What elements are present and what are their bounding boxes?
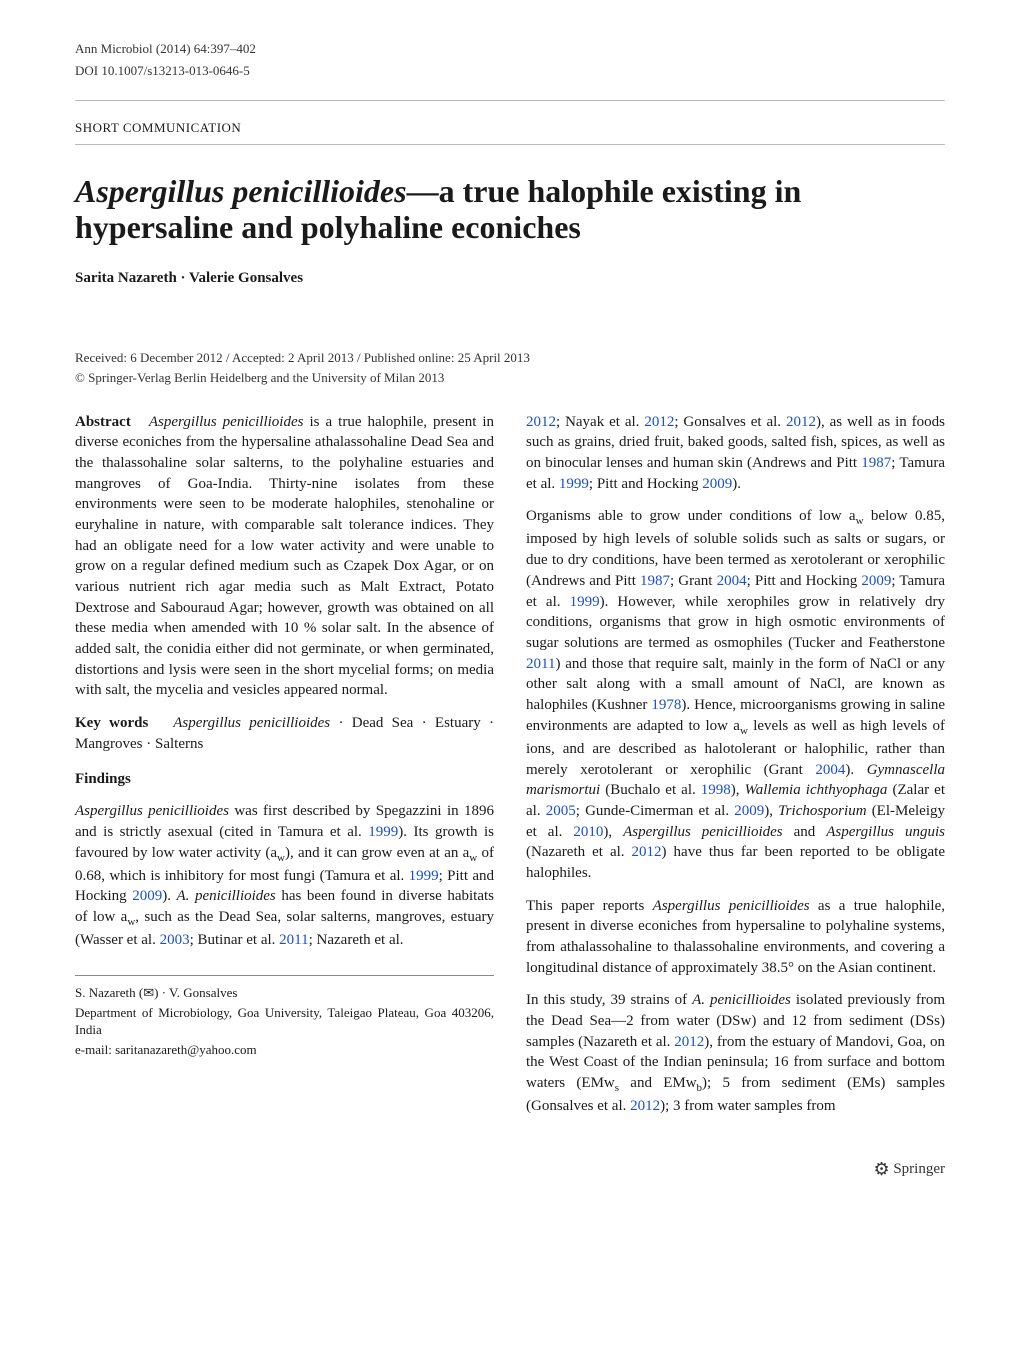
divider-top: [75, 100, 945, 101]
subscript: w: [740, 725, 748, 737]
affil-dept: Department of Microbiology, Goa Universi…: [75, 1004, 494, 1039]
citation-year: 1999: [570, 594, 600, 610]
page-header: Ann Microbiol (2014) 64:397–402 DOI 10.1…: [75, 40, 945, 145]
citation-year: 1987: [861, 455, 891, 471]
divider-bottom: [75, 144, 945, 145]
species-name: A. penicillioides: [177, 888, 276, 904]
springer-icon: ⚙: [873, 1159, 889, 1179]
keywords-label: Key words: [75, 715, 148, 731]
publisher-logo: ⚙ Springer: [75, 1157, 945, 1182]
doi: DOI 10.1007/s13213-013-0646-5: [75, 62, 945, 80]
species-name: A. penicillioides: [692, 992, 791, 1008]
article-type: SHORT COMMUNICATION: [75, 119, 945, 137]
right-p1: 2012; Nayak et al. 2012; Gonsalves et al…: [526, 412, 945, 495]
citation-year: 2009: [734, 803, 764, 819]
publication-dates: Received: 6 December 2012 / Accepted: 2 …: [75, 349, 945, 367]
title-species: Aspergillus penicillioides: [75, 173, 407, 209]
authors: Sarita Nazareth · Valerie Gonsalves: [75, 268, 945, 289]
affiliation-block: S. Nazareth (✉) · V. Gonsalves Departmen…: [75, 975, 494, 1058]
findings-heading: Findings: [75, 769, 494, 790]
species-name: Trichosporium: [778, 803, 866, 819]
citation-year: 2004: [815, 762, 845, 778]
right-p3: This paper reports Aspergillus penicilli…: [526, 896, 945, 979]
left-column: Abstract Aspergillus penicillioides is a…: [75, 412, 494, 1129]
envelope-icon: ✉: [143, 985, 154, 1000]
citation-year: 2009: [861, 573, 891, 589]
abstract-text: is a true halophile, present in diverse …: [75, 414, 494, 699]
citation-year: 1999: [559, 476, 589, 492]
keywords-species: Aspergillus penicillioides: [173, 715, 330, 731]
citation-year: 1987: [640, 573, 670, 589]
subscript: w: [277, 852, 285, 864]
abstract-label: Abstract: [75, 414, 131, 430]
affil-authors: S. Nazareth (✉) · V. Gonsalves: [75, 984, 494, 1002]
species-name: Aspergillus penicillioides: [623, 824, 783, 840]
body-columns: Abstract Aspergillus penicillioides is a…: [75, 412, 945, 1129]
citation-year: 1998: [701, 782, 731, 798]
citation-year: 2012: [786, 414, 816, 430]
citation-year: 2004: [717, 573, 747, 589]
affil-email: e-mail: saritanazareth@yahoo.com: [75, 1041, 494, 1059]
citation-year: 1999: [409, 868, 439, 884]
citation-year: 2011: [526, 656, 555, 672]
citation-year: 1978: [651, 697, 681, 713]
citation-year: 2009: [702, 476, 732, 492]
findings-p1: Aspergillus penicillioides was first des…: [75, 801, 494, 951]
citation-year: 2011: [279, 932, 308, 948]
citation-year: 2012: [674, 1034, 704, 1050]
citation-year: 2005: [546, 803, 576, 819]
abstract: Abstract Aspergillus penicillioides is a…: [75, 412, 494, 702]
citation-year: 2012: [630, 1098, 660, 1114]
right-column: 2012; Nayak et al. 2012; Gonsalves et al…: [526, 412, 945, 1129]
species-name: Aspergillus unguis: [826, 824, 945, 840]
citation-year: 2009: [132, 888, 162, 904]
citation-year: 1999: [368, 824, 398, 840]
abstract-species: Aspergillus penicillioides: [149, 414, 304, 430]
citation-year: 2012: [632, 844, 662, 860]
citation-year: 2012: [644, 414, 674, 430]
copyright: © Springer-Verlag Berlin Heidelberg and …: [75, 369, 945, 387]
article-title: Aspergillus penicillioides—a true haloph…: [75, 173, 945, 247]
journal-reference: Ann Microbiol (2014) 64:397–402: [75, 40, 945, 58]
species-name: Aspergillus penicillioides: [75, 803, 229, 819]
right-p4: In this study, 39 strains of A. penicill…: [526, 990, 945, 1117]
citation-year: 2010: [573, 824, 603, 840]
publisher-name: Springer: [893, 1161, 945, 1177]
species-name: Wallemia ichthyophaga: [745, 782, 888, 798]
right-p2: Organisms able to grow under conditions …: [526, 506, 945, 883]
citation-year: 2012: [526, 414, 556, 430]
subscript: w: [856, 515, 864, 527]
keywords: Key words Aspergillus penicillioides · D…: [75, 713, 494, 754]
citation-year: 2003: [160, 932, 190, 948]
species-name: Aspergillus penicillioides: [653, 898, 810, 914]
